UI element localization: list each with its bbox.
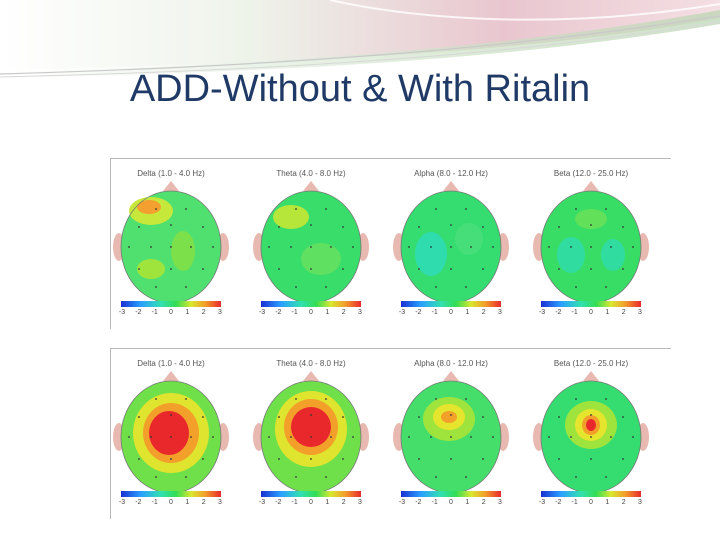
tick: 2 — [341, 499, 346, 506]
tick: 0 — [449, 499, 453, 506]
colorbar-ticks: -3 -2 -1 0 1 2 3 — [536, 499, 646, 506]
tick: -2 — [135, 309, 142, 316]
tick: 1 — [605, 309, 610, 316]
topomap: Theta (4.0 - 8.0 Hz) -3 -2 -1 0 1 2 3 — [251, 159, 371, 319]
tick: -2 — [275, 309, 282, 316]
tick: -3 — [118, 309, 126, 316]
tick: 2 — [621, 309, 626, 316]
tick: 1 — [325, 499, 330, 506]
tick: 0 — [309, 499, 313, 506]
topomap: Theta (4.0 - 8.0 Hz) -3 -2 -1 0 1 2 3 — [251, 349, 371, 509]
colorbar-ticks: -3 -2 -1 0 1 2 3 — [396, 309, 506, 316]
head-map — [253, 371, 369, 497]
tick: -1 — [151, 499, 158, 506]
head-map — [393, 181, 509, 307]
head-map — [113, 371, 229, 497]
tick: 3 — [358, 499, 362, 506]
tick: -3 — [538, 309, 546, 316]
eeg-figure: Delta (1.0 - 4.0 Hz) -3 -2 -1 0 1 2 3 — [60, 158, 671, 520]
topomap: Beta (12.0 - 25.0 Hz) -3 -2 -1 0 1 2 3 — [531, 159, 651, 319]
tick: 2 — [481, 499, 486, 506]
topomap: Beta (12.0 - 25.0 Hz) -3 -2 -1 0 1 2 3 — [531, 349, 651, 509]
topomap: Delta (1.0 - 4.0 Hz) -3 -2 -1 0 1 2 3 — [111, 159, 231, 319]
tick: 0 — [169, 309, 173, 316]
panel-with-ritalin: Delta (1.0 - 4.0 Hz) -3 -2 -1 0 1 2 3 — [110, 348, 671, 519]
tick: 1 — [185, 309, 190, 316]
map-title: Delta (1.0 - 4.0 Hz) — [137, 359, 205, 368]
map-title: Theta (4.0 - 8.0 Hz) — [276, 359, 346, 368]
tick: 2 — [481, 309, 486, 316]
tick: -3 — [118, 499, 126, 506]
colorbar-ticks: -3 -2 -1 0 1 2 3 — [116, 499, 226, 506]
tick: 0 — [449, 309, 453, 316]
tick: -2 — [555, 309, 562, 316]
tick: -1 — [431, 499, 438, 506]
topomap: Alpha (8.0 - 12.0 Hz) -3 -2 -1 0 1 2 3 — [391, 159, 511, 319]
tick: 3 — [358, 309, 362, 316]
tick: 0 — [309, 309, 313, 316]
tick: -3 — [258, 309, 266, 316]
tick: 2 — [201, 309, 206, 316]
tick: 1 — [325, 309, 330, 316]
tick: 3 — [218, 499, 222, 506]
tick: -1 — [571, 309, 578, 316]
map-title: Beta (12.0 - 25.0 Hz) — [553, 359, 629, 368]
tick: -1 — [291, 499, 298, 506]
colorbar-ticks: -3 -2 -1 0 1 2 3 — [256, 499, 366, 506]
tick: 0 — [589, 499, 593, 506]
tick: 2 — [621, 499, 626, 506]
colorbar-ticks: -3 -2 -1 0 1 2 3 — [536, 309, 646, 316]
tick: 1 — [465, 499, 470, 506]
tick: 3 — [498, 309, 502, 316]
head-map — [253, 181, 369, 307]
tick: 1 — [465, 309, 470, 316]
map-title: Alpha (8.0 - 12.0 Hz) — [414, 359, 488, 368]
tick: -1 — [571, 499, 578, 506]
tick: 3 — [638, 309, 642, 316]
map-title: Delta (1.0 - 4.0 Hz) — [137, 169, 205, 178]
colorbar-ticks: -3 -2 -1 0 1 2 3 — [396, 499, 506, 506]
topomap: Delta (1.0 - 4.0 Hz) -3 -2 -1 0 1 2 3 — [111, 349, 231, 509]
tick: -1 — [151, 309, 158, 316]
tick: -1 — [291, 309, 298, 316]
colorbar-ticks: -3 -2 -1 0 1 2 3 — [256, 309, 366, 316]
banner-swoosh — [0, 0, 720, 78]
slide-title: ADD-Without & With Ritalin — [129, 68, 591, 110]
tick: -2 — [135, 499, 142, 506]
tick: 2 — [341, 309, 346, 316]
tick: -2 — [415, 309, 422, 316]
header-banner — [0, 0, 720, 80]
tick: 3 — [638, 499, 642, 506]
topomap: Alpha (8.0 - 12.0 Hz) -3 -2 -1 0 1 2 3 — [391, 349, 511, 509]
tick: 0 — [589, 309, 593, 316]
map-title: Alpha (8.0 - 12.0 Hz) — [414, 169, 488, 178]
panel-without-ritalin: Delta (1.0 - 4.0 Hz) -3 -2 -1 0 1 2 3 — [110, 158, 671, 329]
head-map — [533, 181, 649, 307]
head-map — [393, 371, 509, 497]
tick: -2 — [415, 499, 422, 506]
tick: -3 — [538, 499, 546, 506]
tick: 0 — [169, 499, 173, 506]
tick: 1 — [185, 499, 190, 506]
tick: -3 — [398, 499, 406, 506]
tick: -3 — [258, 499, 266, 506]
tick: -3 — [398, 309, 406, 316]
tick: -2 — [555, 499, 562, 506]
head-map — [113, 181, 229, 307]
tick: -2 — [275, 499, 282, 506]
map-title: Theta (4.0 - 8.0 Hz) — [276, 169, 346, 178]
colorbar-ticks: -3 -2 -1 0 1 2 3 — [116, 309, 226, 316]
head-map — [533, 371, 649, 497]
tick: 2 — [201, 499, 206, 506]
map-title: Beta (12.0 - 25.0 Hz) — [553, 169, 629, 178]
tick: 1 — [605, 499, 610, 506]
tick: 3 — [498, 499, 502, 506]
tick: -1 — [431, 309, 438, 316]
tick: 3 — [218, 309, 222, 316]
